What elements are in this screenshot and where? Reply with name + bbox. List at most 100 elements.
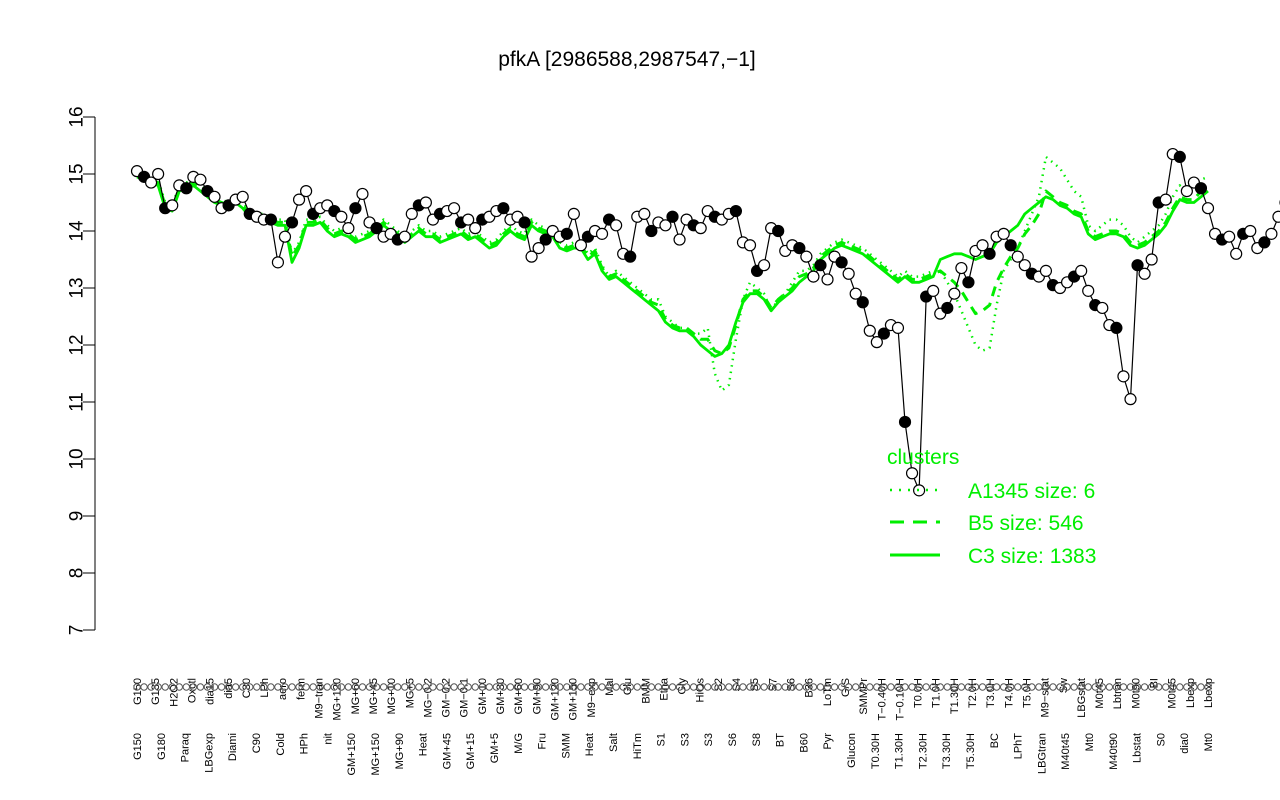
- x-sample-marker: [943, 683, 951, 691]
- x-sample-marker: [401, 683, 409, 691]
- x-tick-label-upper: LoTm: [822, 678, 834, 706]
- x-tick-label-lower: GM+15: [465, 733, 477, 769]
- x-sample-marker: [591, 683, 599, 691]
- x-sample-marker: [513, 683, 522, 691]
- x-tick-label-lower: T5.30H: [965, 733, 977, 769]
- data-point: [595, 227, 609, 240]
- x-sample-marker: [506, 683, 515, 691]
- x-sample-marker: [1091, 683, 1099, 691]
- x-tick-label-upper: MG+5: [404, 678, 416, 708]
- data-point: [645, 224, 658, 238]
- x-tick-label-lower: M40t90: [1108, 733, 1120, 770]
- x-sample-marker: [337, 683, 346, 691]
- x-sample-marker: [633, 683, 641, 691]
- data-point: [913, 484, 926, 497]
- x-tick-label-lower: HiTm: [632, 733, 644, 759]
- data-point: [997, 227, 1010, 240]
- data-point: [1223, 230, 1236, 243]
- x-sample-marker: [457, 683, 465, 691]
- data-point: [1096, 301, 1109, 315]
- x-tick-label-upper: BMM: [640, 678, 652, 704]
- data-point: [1145, 253, 1158, 266]
- x-sample-marker: [626, 683, 634, 691]
- x-tick-label-lower: MG+150: [370, 733, 382, 776]
- x-tick-label-lower: T2.30H: [917, 733, 929, 769]
- data-point: [525, 250, 538, 263]
- x-tick-label-upper: MG+10: [386, 678, 398, 714]
- x-sample-marker: [922, 683, 930, 691]
- x-tick-label-upper: M0t45: [1167, 678, 1179, 709]
- data-point: [180, 182, 193, 195]
- x-sample-marker: [133, 683, 141, 691]
- y-tick-label: 12: [67, 334, 88, 355]
- x-sample-marker: [957, 683, 966, 691]
- x-sample-marker: [231, 683, 240, 691]
- x-tick-label-lower: BT: [775, 733, 787, 747]
- x-tick-label-lower: S6: [727, 733, 739, 746]
- x-sample-marker: [640, 683, 649, 691]
- x-sample-marker: [253, 683, 261, 691]
- x-sample-marker: [668, 683, 677, 691]
- x-sample-marker: [1056, 683, 1064, 691]
- data-point: [610, 219, 623, 232]
- x-tick-label-lower: T1.30H: [894, 733, 906, 769]
- x-sample-marker: [844, 683, 853, 691]
- data-point: [271, 256, 285, 269]
- x-sample-marker: [725, 683, 733, 691]
- data-point: [976, 239, 989, 252]
- x-sample-marker: [647, 683, 656, 691]
- data-point: [800, 250, 813, 263]
- plot-area: [130, 147, 1280, 497]
- x-tick-label-lower: S1: [656, 733, 668, 746]
- y-tick-label: 11: [67, 392, 88, 412]
- data-point: [955, 261, 968, 275]
- y-tick-label: 9: [67, 511, 88, 522]
- data-point: [300, 185, 313, 198]
- x-sample-marker: [901, 683, 909, 691]
- data-point: [342, 222, 355, 235]
- x-tick-label-upper: SMMPr: [858, 678, 870, 715]
- data-point: [927, 284, 940, 297]
- x-tick-label-upper: aero: [277, 678, 289, 700]
- cluster-line-solid: [136, 175, 1209, 358]
- x-sample-marker: [1084, 683, 1092, 691]
- x-sample-marker: [464, 683, 472, 691]
- x-sample-marker: [978, 683, 987, 691]
- x-sample-marker: [816, 683, 825, 691]
- x-sample-marker: [661, 683, 670, 691]
- data-point: [349, 202, 362, 215]
- x-sample-marker: [1183, 683, 1191, 691]
- x-tick-label-lower: S3: [679, 733, 691, 746]
- x-sample-marker: [394, 683, 402, 691]
- x-sample-marker: [781, 683, 789, 691]
- x-sample-marker: [859, 683, 867, 691]
- x-sample-marker: [379, 683, 388, 691]
- data-point: [856, 296, 869, 309]
- x-sample-marker: [520, 683, 529, 691]
- x-sample-marker: [168, 683, 176, 691]
- data-point: [144, 176, 158, 189]
- x-sample-marker: [408, 683, 416, 691]
- x-sample-marker: [302, 683, 310, 691]
- x-tick-label-upper: T−0.10H: [894, 678, 906, 721]
- x-sample-marker: [443, 683, 451, 691]
- data-point: [638, 207, 651, 220]
- data-point: [1131, 259, 1144, 272]
- x-tick-label-upper: MG+45: [368, 678, 380, 714]
- x-tick-label-lower: S3: [703, 733, 715, 746]
- x-sample-marker: [309, 683, 317, 691]
- x-tick-label-upper: LPh: [259, 678, 271, 698]
- x-sample-marker: [436, 683, 444, 691]
- x-sample-marker: [823, 683, 832, 691]
- x-sample-marker: [654, 683, 663, 691]
- x-sample-marker: [189, 683, 198, 691]
- x-tick-label-lower: G180: [156, 733, 168, 760]
- x-tick-label-lower: GM+150: [346, 733, 358, 776]
- x-sample-marker: [1035, 683, 1043, 691]
- x-sample-marker: [196, 683, 205, 691]
- x-sample-marker: [471, 683, 479, 691]
- x-sample-marker: [704, 683, 712, 691]
- data-point: [1039, 264, 1053, 277]
- data-point: [166, 199, 179, 212]
- x-sample-marker: [267, 683, 275, 691]
